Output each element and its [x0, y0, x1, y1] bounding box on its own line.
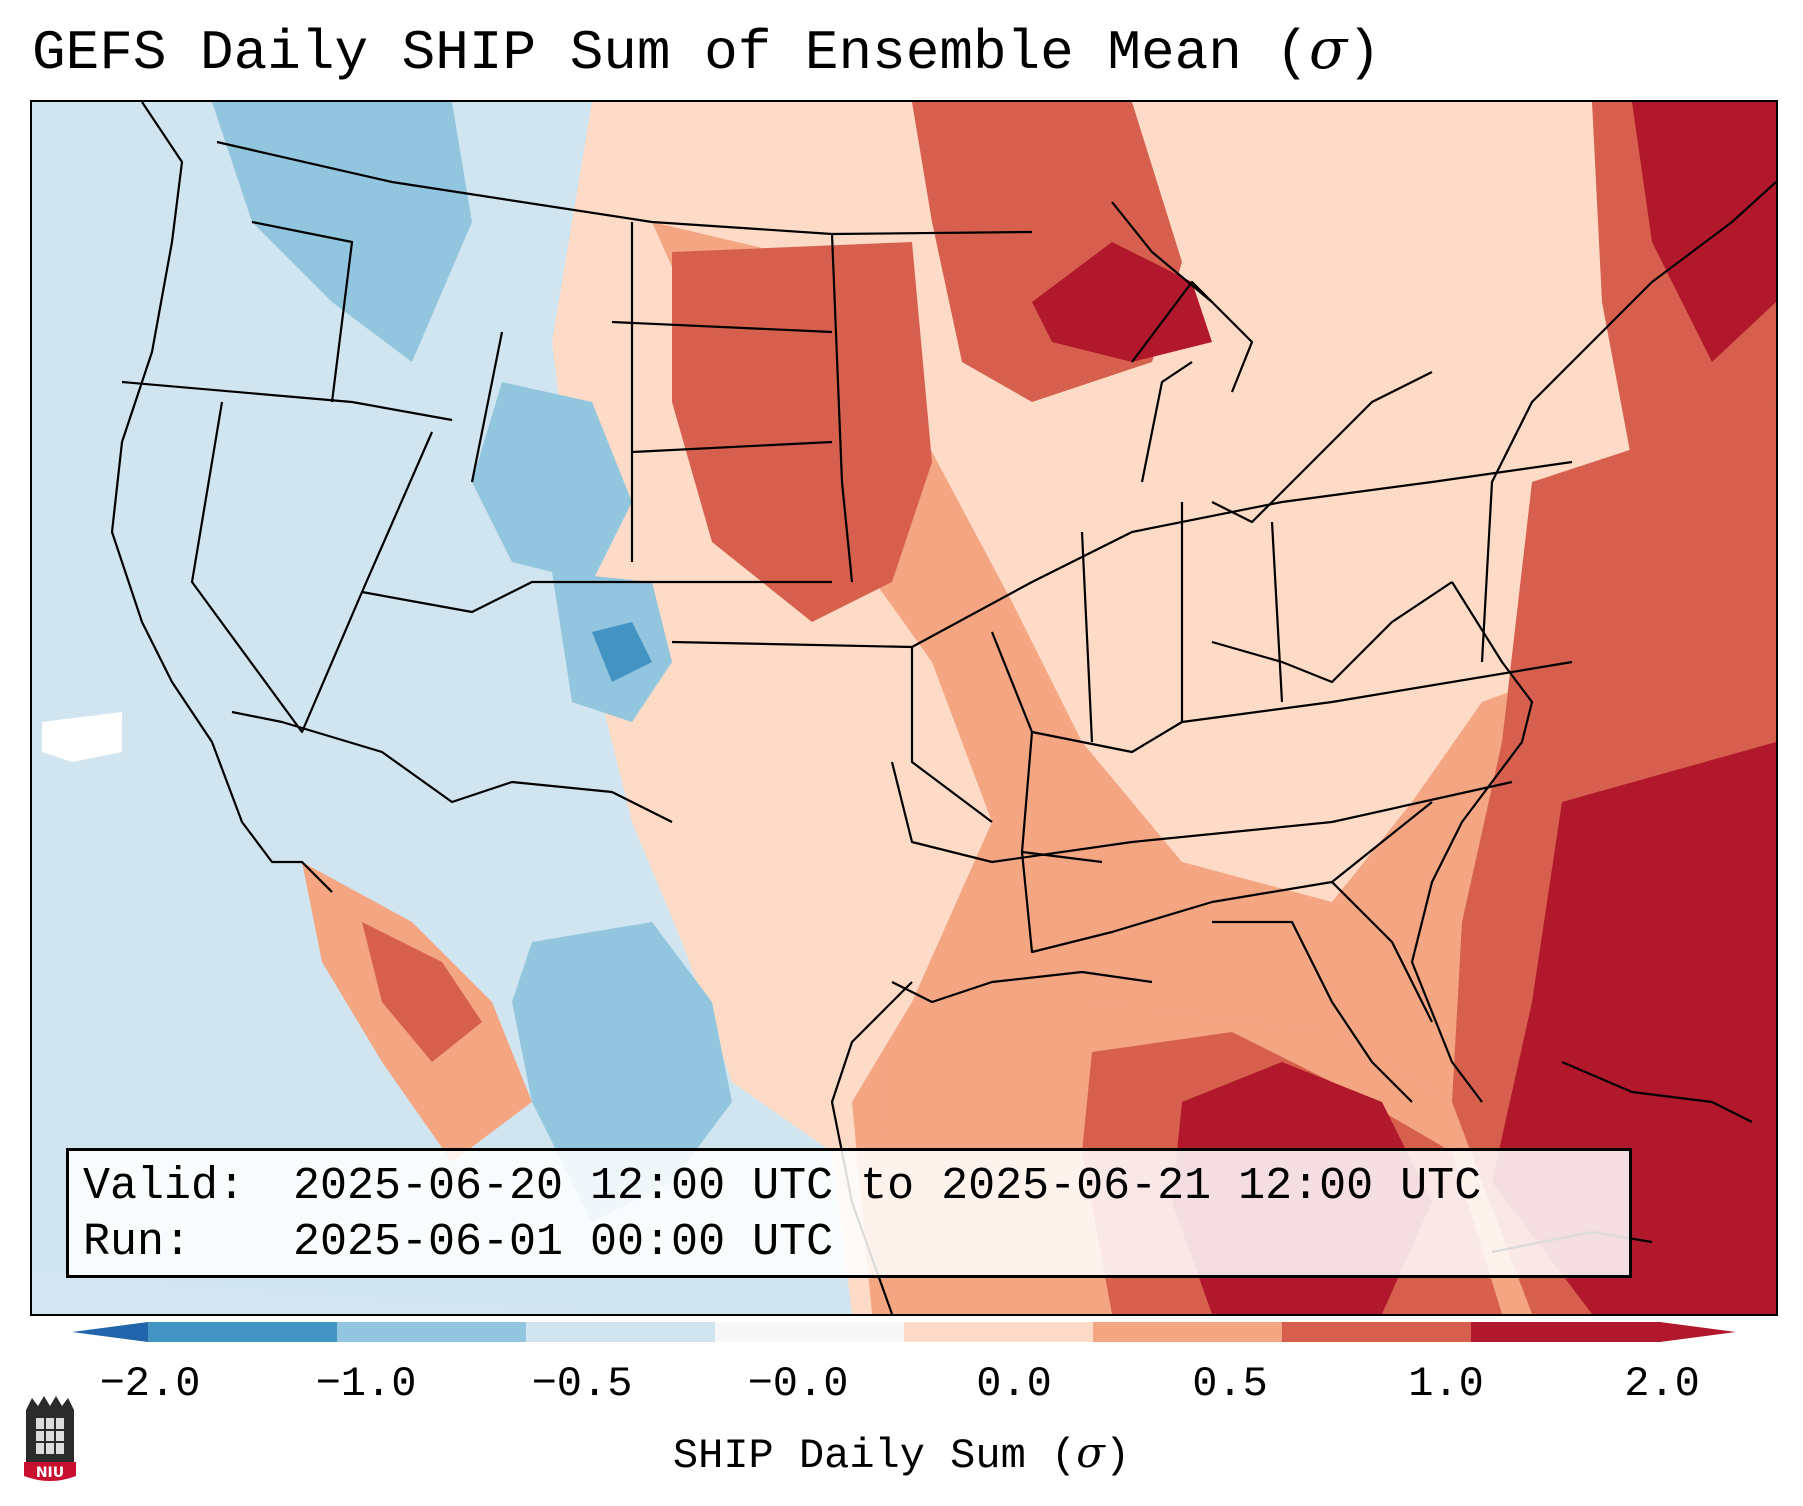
valid-value: 2025-06-20 12:00 UTC to 2025-06-21 12:00… — [293, 1161, 1482, 1212]
tick-label: −0.0 — [747, 1360, 849, 1408]
colorbar-ticks: −2.0 −1.0 −0.5 −0.0 0.0 0.5 1.0 2.0 — [0, 1360, 1803, 1410]
map-title: GEFS Daily SHIP Sum of Ensemble Mean (σ) — [32, 17, 1381, 85]
colorbar-segment — [715, 1322, 905, 1342]
tick-label: 0.5 — [1192, 1360, 1268, 1408]
ship-field-map — [32, 102, 1776, 1314]
tick-label: 1.0 — [1408, 1360, 1484, 1408]
colorbar-extend-high — [1660, 1322, 1736, 1342]
colorbar-segment — [904, 1322, 1094, 1342]
colorbar-label: SHIP Daily Sum (σ) — [672, 1428, 1131, 1480]
boundary-lines — [110, 102, 1776, 1314]
colorbar — [72, 1322, 1736, 1342]
ship-shading — [32, 102, 1776, 1314]
colorbar-segment — [148, 1322, 338, 1342]
colorbar-segment — [526, 1322, 716, 1342]
tick-label: −2.0 — [99, 1360, 201, 1408]
tick-label: 0.0 — [976, 1360, 1052, 1408]
tick-label: −0.5 — [531, 1360, 633, 1408]
tick-label: 2.0 — [1624, 1360, 1700, 1408]
colorbar-segment — [1093, 1322, 1283, 1342]
run-line: Run: 2025-06-01 00:00 UTC — [83, 1215, 1615, 1271]
logo-text: NIU — [36, 1465, 64, 1481]
valid-label: Valid: — [83, 1161, 246, 1212]
colorbar-extend-low — [72, 1322, 148, 1342]
tick-label: −1.0 — [315, 1360, 417, 1408]
colorbar-segment — [1471, 1322, 1661, 1342]
valid-run-box: Valid: 2025-06-20 12:00 UTC to 2025-06-21… — [66, 1148, 1632, 1278]
colorbar-segment — [1282, 1322, 1472, 1342]
niu-logo: NIU — [24, 1396, 76, 1481]
colorbar-segment — [337, 1322, 527, 1342]
run-value: 2025-06-01 00:00 UTC — [293, 1217, 834, 1268]
run-label: Run: — [83, 1217, 192, 1268]
valid-line: Valid: 2025-06-20 12:00 UTC to 2025-06-21… — [83, 1159, 1615, 1215]
map-panel — [30, 100, 1778, 1316]
